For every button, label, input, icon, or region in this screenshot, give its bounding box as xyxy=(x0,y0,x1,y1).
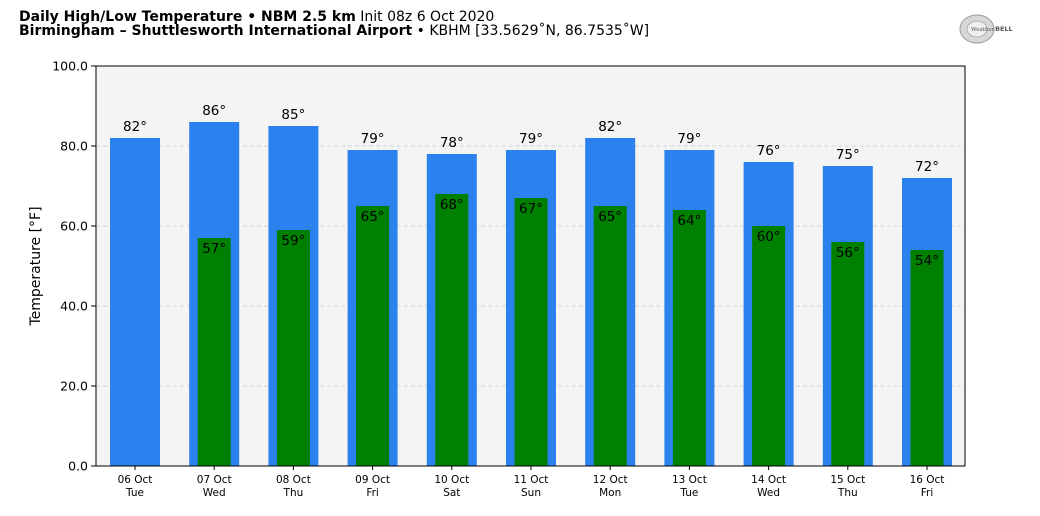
high-temp-bar xyxy=(110,138,160,466)
low-temp-bar xyxy=(435,194,469,466)
x-tick-date: 07 Oct xyxy=(197,474,232,486)
x-tick-date: 08 Oct xyxy=(276,474,311,486)
low-temp-bar xyxy=(276,230,310,466)
low-temp-bar xyxy=(356,206,390,466)
x-tick-day: Wed xyxy=(203,487,226,499)
low-temp-label: 54° xyxy=(915,253,939,269)
low-temp-label: 68° xyxy=(440,197,464,213)
x-tick-day: Mon xyxy=(599,487,621,499)
x-tick-day: Sun xyxy=(521,487,541,499)
low-temp-label: 65° xyxy=(598,209,622,225)
x-tick-day: Tue xyxy=(125,487,144,499)
high-temp-label: 79° xyxy=(677,131,701,147)
x-tick-date: 13 Oct xyxy=(672,474,707,486)
low-temp-label: 57° xyxy=(202,241,226,257)
low-temp-label: 65° xyxy=(361,209,385,225)
chart-subtitle: Birmingham – Shuttlesworth International… xyxy=(19,23,649,39)
y-tick-label: 40.0 xyxy=(60,299,88,314)
high-temp-label: 85° xyxy=(281,107,305,123)
low-temp-label: 67° xyxy=(519,201,543,217)
y-tick-label: 100.0 xyxy=(52,59,88,74)
x-tick-day: Thu xyxy=(283,487,304,499)
svg-text:BELL: BELL xyxy=(995,25,1013,33)
x-tick-date: 14 Oct xyxy=(751,474,786,486)
low-temp-label: 56° xyxy=(836,245,860,261)
bar-labels: 82° 86° 57° 85° 59° 79° 65° 78° 68° 79° 67° 82° 65° 7… xyxy=(123,103,939,269)
high-temp-label: 86° xyxy=(202,103,226,119)
location-detail: • KBHM [33.5629˚N, 86.7535˚W] xyxy=(416,23,650,39)
y-tick-label: 80.0 xyxy=(60,139,88,154)
y-axis: 0.0 20.0 40.0 60.0 80.0 100.0 xyxy=(52,59,96,474)
init-time: Init 08z 6 Oct 2020 xyxy=(360,9,495,25)
high-temp-label: 79° xyxy=(519,131,543,147)
low-temp-bar xyxy=(514,198,548,466)
high-temp-label: 75° xyxy=(836,147,860,163)
svg-text:Weather: Weather xyxy=(971,27,995,33)
x-tick-day: Tue xyxy=(679,487,698,499)
x-tick-date: 12 Oct xyxy=(593,474,628,486)
low-temp-label: 59° xyxy=(281,233,305,249)
chart-title: Daily High/Low Temperature • NBM 2.5 km … xyxy=(19,9,494,25)
bars xyxy=(110,122,952,466)
x-tick-date: 06 Oct xyxy=(118,474,153,486)
low-temp-bar xyxy=(593,206,627,466)
high-temp-label: 76° xyxy=(757,143,781,159)
x-tick-date: 09 Oct xyxy=(355,474,390,486)
y-axis-label: Temperature [°F] xyxy=(28,206,44,326)
low-temp-bar xyxy=(910,250,944,466)
x-tick-date: 16 Oct xyxy=(910,474,945,486)
low-temp-bar xyxy=(752,226,786,466)
x-tick-day: Fri xyxy=(366,487,379,499)
high-temp-label: 72° xyxy=(915,159,939,175)
high-temp-label: 79° xyxy=(361,131,385,147)
low-temp-label: 64° xyxy=(677,213,701,229)
y-tick-label: 20.0 xyxy=(60,379,88,394)
high-temp-label: 82° xyxy=(123,119,147,135)
low-temp-bar xyxy=(831,242,865,466)
x-tick-date: 15 Oct xyxy=(830,474,865,486)
x-tick-date: 11 Oct xyxy=(514,474,549,486)
x-tick-day: Sat xyxy=(443,487,460,499)
x-tick-day: Wed xyxy=(757,487,780,499)
x-tick-day: Fri xyxy=(921,487,934,499)
x-tick-date: 10 Oct xyxy=(434,474,469,486)
title-bold: Daily High/Low Temperature • NBM 2.5 km xyxy=(19,9,356,25)
y-tick-label: 60.0 xyxy=(60,219,88,234)
y-tick-label: 0.0 xyxy=(68,459,88,474)
low-temp-bar xyxy=(672,210,706,466)
low-temp-bar xyxy=(197,238,231,466)
weatherbell-logo: Weather BELL xyxy=(959,14,1013,44)
high-temp-label: 78° xyxy=(440,135,464,151)
low-temp-label: 60° xyxy=(757,229,781,245)
location-name: Birmingham – Shuttlesworth International… xyxy=(19,23,413,39)
x-tick-day: Thu xyxy=(837,487,858,499)
high-temp-label: 82° xyxy=(598,119,622,135)
